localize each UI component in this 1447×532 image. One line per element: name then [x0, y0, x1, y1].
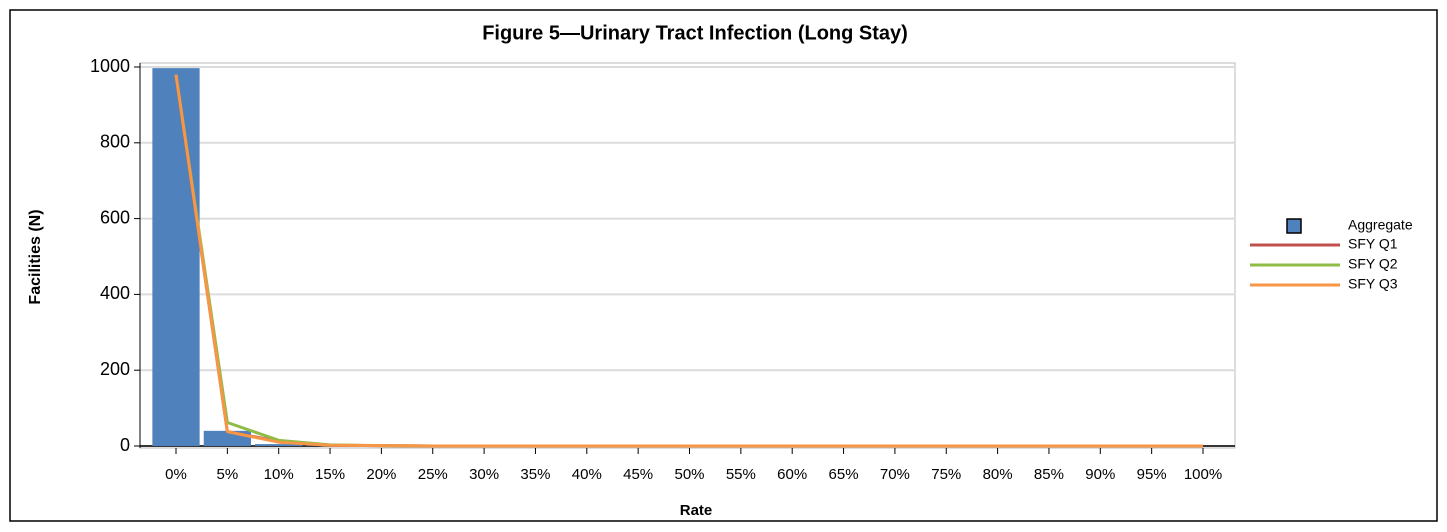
plot-frame — [139, 62, 1236, 449]
x-tick-label: 5% — [217, 466, 239, 483]
y-tick-label: 1000 — [90, 56, 130, 76]
legend-swatch — [1286, 218, 1302, 234]
x-tick-label: 10% — [264, 466, 294, 483]
legend-label: SFY Q1 — [1348, 236, 1398, 252]
line-series — [174, 74, 1203, 448]
chart-title: Figure 5—Urinary Tract Infection (Long S… — [482, 22, 908, 44]
x-tick-label: 70% — [880, 466, 910, 483]
x-tick-label: 15% — [315, 466, 345, 483]
x-tick-label: 90% — [1085, 466, 1115, 483]
x-tick-label: 30% — [469, 466, 499, 483]
x-tick-label: 0% — [165, 466, 187, 483]
legend-label: SFY Q3 — [1348, 276, 1398, 292]
x-tick-label: 50% — [674, 466, 704, 483]
bar — [255, 444, 303, 446]
x-tick-label: 45% — [623, 466, 653, 483]
x-tick-label: 35% — [520, 466, 550, 483]
x-tick-label: 55% — [726, 466, 756, 483]
x-tick-label: 80% — [983, 466, 1013, 483]
y-tick-label: 600 — [100, 207, 130, 227]
x-tick-label: 65% — [829, 466, 859, 483]
legend-label: Aggregate — [1348, 217, 1413, 233]
x-tick-label: 100% — [1184, 466, 1222, 483]
x-tick-label: 25% — [418, 466, 448, 483]
y-tick-label: 0 — [120, 435, 130, 455]
x-tick-label: 75% — [931, 466, 961, 483]
x-tick-label: 85% — [1034, 466, 1064, 483]
y-tick-label: 200 — [100, 359, 130, 379]
x-tick-label: 60% — [777, 466, 807, 483]
y-axis-label: Facilities (N) — [27, 209, 44, 304]
x-tick-label: 95% — [1137, 466, 1167, 483]
x-tick-label: 20% — [366, 466, 396, 483]
y-tick-label: 400 — [100, 283, 130, 303]
x-tick-label: 40% — [572, 466, 602, 483]
bar — [152, 68, 200, 447]
y-tick-label: 800 — [100, 132, 130, 152]
x-axis-label: Rate — [680, 502, 713, 519]
legend-label: SFY Q2 — [1348, 256, 1398, 272]
